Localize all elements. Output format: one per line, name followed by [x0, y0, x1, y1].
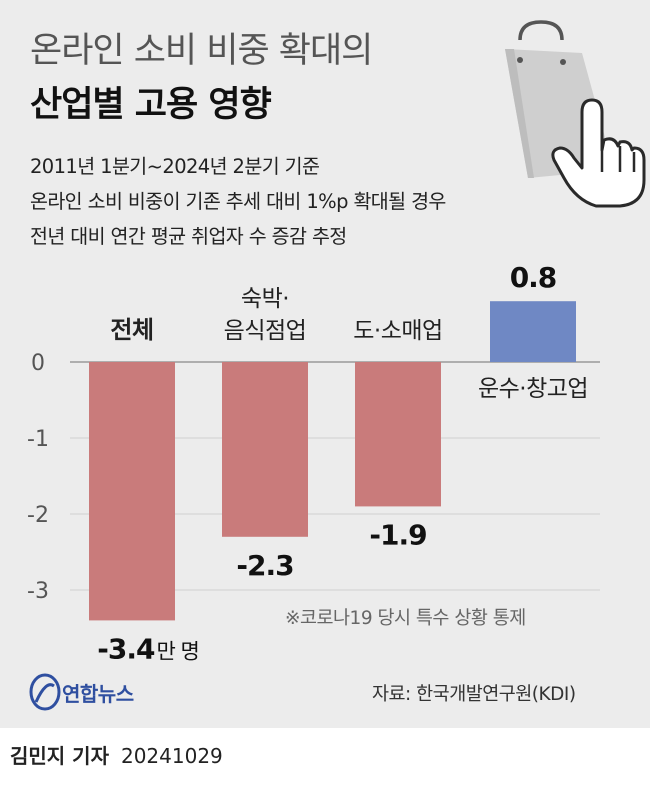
y-tick-label: -3	[27, 579, 49, 604]
logo-text: 연합뉴스	[62, 682, 134, 706]
bar	[355, 362, 441, 507]
category-label: 전체	[110, 316, 153, 344]
category-label: 음식점업	[224, 318, 307, 344]
subtitle-line2: 온라인 소비 비중이 기존 추세 대비 1%p 확대될 경우	[30, 190, 446, 213]
pointing-hand-icon	[551, 98, 646, 208]
y-axis: 0 -1 -2 -3	[27, 351, 49, 604]
source: 자료: 한국개발연구원(KDI)	[372, 684, 576, 705]
bars	[89, 301, 576, 621]
byline-name: 김민지 기자	[10, 744, 109, 768]
footnote: ※코로나19 당시 특수 상황 통제	[285, 608, 526, 629]
byline-date: 20241029	[120, 744, 223, 768]
category-label: 도·소매업	[353, 318, 442, 344]
value-label: 0.8	[510, 261, 557, 294]
y-tick-label: 0	[31, 351, 45, 376]
value-label: -3.4만 명	[97, 632, 199, 665]
category-label: 운수·창고업	[478, 376, 588, 402]
value-labels: -3.4만 명 -2.3 -1.9 0.8	[97, 261, 557, 665]
title-line2: 산업별 고용 영향	[30, 85, 272, 125]
title-line1: 온라인 소비 비중 확대의	[30, 31, 373, 71]
subtitle-line1: 2011년 1분기~2024년 2분기 기준	[30, 155, 320, 178]
bar	[89, 362, 175, 621]
category-label: 숙박·	[241, 286, 289, 312]
value-label: -1.9	[369, 518, 426, 551]
y-tick-label: -2	[27, 503, 49, 528]
value-label: -2.3	[236, 549, 293, 582]
bar-chart: 0 -1 -2 -3 -3.4만 명 -2.3 -1.9 0.8 전체 숙박· 음식점업 도·소매…	[27, 20, 646, 665]
yonhap-logo-icon	[29, 673, 61, 711]
byline: 김민지 기자 20241029	[10, 740, 223, 769]
subtitle-line3: 전년 대비 연간 평균 취업자 수 증감 추정	[30, 225, 347, 248]
y-tick-label: -1	[27, 427, 49, 452]
bar	[222, 362, 308, 537]
bar	[490, 301, 576, 362]
